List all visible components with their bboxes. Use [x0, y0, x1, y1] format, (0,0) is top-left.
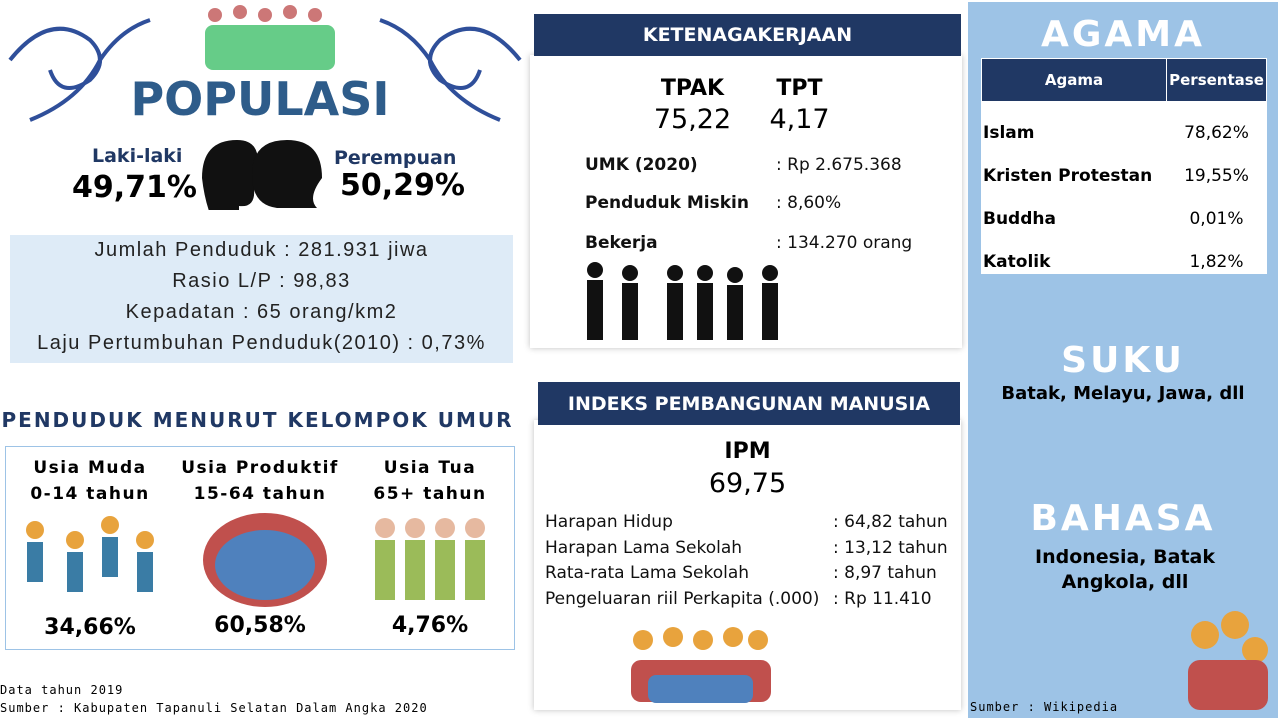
row-label: Bekerja — [585, 233, 658, 253]
metric-label: TPT — [776, 76, 823, 101]
footnote: Data tahun 2019 — [0, 683, 124, 697]
cell: 78,62% — [1166, 101, 1267, 145]
footnote: Sumber : Kabupaten Tapanuli Selatan Dala… — [0, 701, 428, 715]
metric-label: TPAK — [660, 76, 725, 101]
row-value: : Rp 11.410 — [833, 589, 932, 609]
panel-text: Batak, Melayu, Jawa, dll — [1001, 383, 1245, 404]
row-label: Harapan Hidup — [545, 512, 673, 532]
female-label: Perempuan — [334, 147, 457, 169]
row: Islam 78,62% — [981, 101, 1267, 145]
card-header: INDEKS PEMBANGUNAN MANUSIA — [538, 382, 960, 425]
header-cell: Persentase — [1166, 58, 1267, 102]
age-range: 65+ tahun — [373, 484, 487, 504]
age-name: Usia Produktif — [181, 458, 339, 478]
male-label: Laki-laki — [92, 145, 183, 167]
cell: 19,55% — [1166, 144, 1267, 188]
panel-title: BAHASA — [1030, 498, 1216, 539]
row-label: Harapan Lama Sekolah — [545, 538, 743, 558]
cell: Kristen Protestan — [981, 144, 1167, 188]
title: POPULASI — [130, 72, 390, 126]
cell: 0,01% — [1166, 187, 1267, 231]
row-label: UMK (2020) — [585, 155, 698, 175]
age-group: Usia Tua 65+ tahun — [345, 455, 515, 507]
gender-icon — [202, 140, 322, 210]
header-cell: Agama — [981, 58, 1167, 102]
workers-icon — [587, 262, 778, 340]
age-name: Usia Tua — [383, 458, 477, 478]
row-value: : 64,82 tahun — [833, 512, 948, 532]
row-value: : 134.270 orang — [776, 233, 913, 253]
age-name: Usia Muda — [33, 458, 147, 478]
row-label: Pengeluaran riil Perkapita (.000) — [545, 589, 820, 609]
age-value: 4,76% — [391, 613, 469, 638]
stat: Rasio L/P : 98,83 — [172, 270, 351, 292]
age-value: 34,66% — [44, 615, 136, 640]
cell: Katolik — [981, 230, 1167, 274]
cell: Islam — [981, 101, 1167, 145]
panel-text: Indonesia, Batak Angkola, dll — [1035, 546, 1215, 593]
age-range: 15-64 tahun — [193, 484, 327, 504]
row-label: Penduduk Miskin — [585, 193, 749, 213]
section-title: PENDUDUK MENURUT KELOMPOK UMUR — [1, 408, 514, 432]
age-box — [5, 446, 515, 650]
age-group: Usia Muda 0-14 tahun — [5, 455, 175, 507]
row-value: : 8,97 tahun — [833, 563, 937, 583]
row-value: : 13,12 tahun — [833, 538, 948, 558]
cell: Buddha — [981, 187, 1167, 231]
row: Kristen Protestan 19,55% — [981, 144, 1267, 188]
row-value: : Rp 2.675.368 — [776, 155, 902, 175]
religion-table: Agama Persentase Islam 78,62% Kristen Prot… — [981, 58, 1267, 274]
age-group: Usia Produktif 15-64 tahun — [175, 455, 345, 507]
panel-title: SUKU — [1061, 340, 1185, 381]
cell: 1,82% — [1166, 230, 1267, 274]
stat: Laju Pertumbuhan Penduduk(2010) : 0,73% — [37, 332, 486, 354]
panel-title: AGAMA — [1041, 14, 1205, 55]
row-value: : 8,60% — [776, 193, 842, 213]
row: Katolik 1,82% — [981, 230, 1267, 274]
header-row: Agama Persentase — [981, 58, 1267, 102]
age-value: 60,58% — [214, 613, 306, 638]
crowd-icon — [631, 627, 771, 703]
metric-value: 69,75 — [708, 468, 787, 499]
metric-value: 4,17 — [769, 104, 830, 135]
metric-value: 75,22 — [653, 104, 732, 135]
row-label: Rata-rata Lama Sekolah — [545, 563, 750, 583]
row: Buddha 0,01% — [981, 187, 1267, 231]
age-icons — [26, 513, 485, 607]
female-value: 50,29% — [340, 168, 465, 203]
source: Sumber : Wikipedia — [970, 700, 1119, 714]
metric-label: IPM — [724, 439, 771, 464]
card-header: KETENAGAKERJAAN — [534, 14, 961, 56]
decoration — [8, 5, 522, 122]
ornament — [8, 18, 522, 122]
people-icon — [205, 5, 335, 70]
male-value: 49,71% — [72, 170, 197, 205]
stats-box: Jumlah Penduduk : 281.931 jiwa Rasio L/P… — [10, 235, 513, 363]
age-range: 0-14 tahun — [30, 484, 150, 504]
culture-icon — [1188, 611, 1268, 710]
stat: Jumlah Penduduk : 281.931 jiwa — [94, 239, 429, 261]
stat: Kepadatan : 65 orang/km2 — [125, 301, 398, 323]
